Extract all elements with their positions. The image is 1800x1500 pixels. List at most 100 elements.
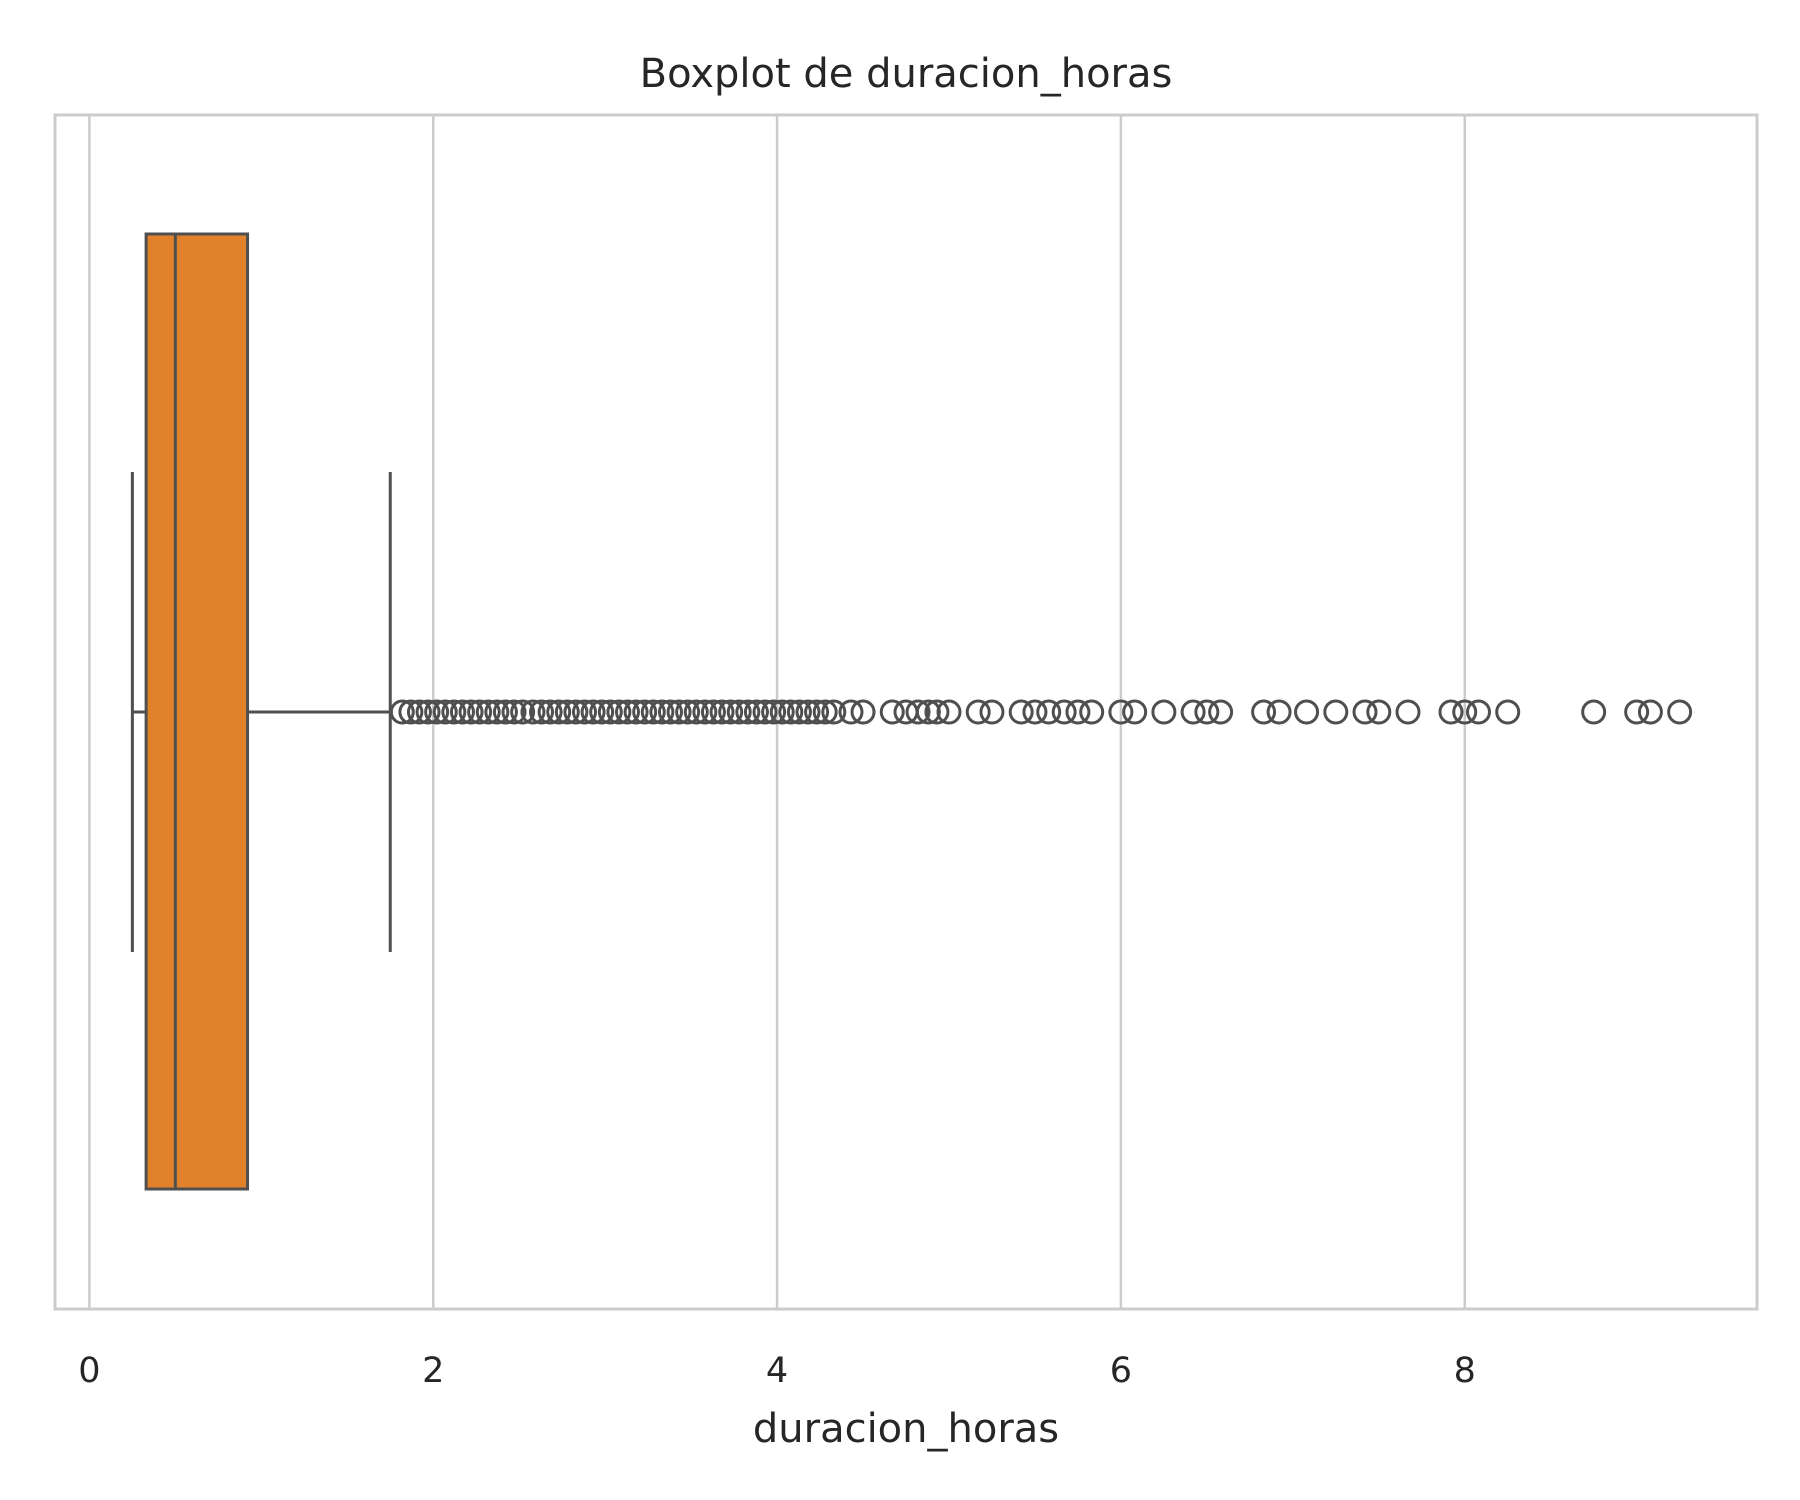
outlier-point-24 xyxy=(597,699,623,725)
outlier-point-81 xyxy=(1452,699,1478,725)
x-axis-label: duracion_horas xyxy=(753,1406,1059,1452)
outlier-point-52 xyxy=(850,699,876,725)
outlier-point-18 xyxy=(546,699,572,725)
outlier-point-47 xyxy=(795,699,821,725)
outlier-point-7 xyxy=(449,699,475,725)
outlier-point-79 xyxy=(1395,699,1421,725)
outlier-point-5 xyxy=(432,699,458,725)
outlier-point-9 xyxy=(467,699,493,725)
outlier-point-78 xyxy=(1366,699,1392,725)
outlier-point-38 xyxy=(718,699,744,725)
outlier-point-48 xyxy=(804,699,830,725)
outlier-point-63 xyxy=(1036,699,1062,725)
outlier-point-16 xyxy=(529,699,555,725)
outlier-point-8 xyxy=(458,699,484,725)
outlier-point-73 xyxy=(1251,699,1277,725)
outlier-point-41 xyxy=(743,699,769,725)
x-tick-label-4: 4 xyxy=(766,1351,788,1391)
outlier-point-36 xyxy=(700,699,726,725)
outlier-point-37 xyxy=(709,699,735,725)
outlier-point-51 xyxy=(838,699,864,725)
outlier-point-72 xyxy=(1208,699,1234,725)
outlier-point-65 xyxy=(1065,699,1091,725)
outlier-point-80 xyxy=(1438,699,1464,725)
outlier-point-43 xyxy=(761,699,787,725)
outlier-point-13 xyxy=(501,699,527,725)
outlier-point-64 xyxy=(1051,699,1077,725)
outlier-point-10 xyxy=(475,699,501,725)
outlier-point-22 xyxy=(580,699,606,725)
outlier-point-11 xyxy=(484,699,510,725)
outlier-point-35 xyxy=(692,699,718,725)
outlier-point-59 xyxy=(965,699,991,725)
outlier-point-66 xyxy=(1079,699,1105,725)
outlier-point-20 xyxy=(563,699,589,725)
outlier-point-25 xyxy=(606,699,632,725)
x-tick-label-2: 2 xyxy=(422,1351,444,1391)
outlier-point-33 xyxy=(675,699,701,725)
outlier-point-50 xyxy=(821,699,847,725)
outlier-point-58 xyxy=(936,699,962,725)
outlier-point-4 xyxy=(424,699,450,725)
outlier-point-3 xyxy=(415,699,441,725)
outlier-point-82 xyxy=(1465,699,1491,725)
outlier-point-62 xyxy=(1022,699,1048,725)
outlier-point-0 xyxy=(389,699,415,725)
outlier-point-60 xyxy=(979,699,1005,725)
outlier-point-74 xyxy=(1266,699,1292,725)
outlier-point-15 xyxy=(520,699,546,725)
outlier-point-70 xyxy=(1180,699,1206,725)
outlier-point-14 xyxy=(510,699,536,725)
box-and-whiskers xyxy=(130,232,392,1191)
outlier-point-39 xyxy=(726,699,752,725)
outlier-point-42 xyxy=(752,699,778,725)
outlier-point-31 xyxy=(657,699,683,725)
outlier-point-21 xyxy=(572,699,598,725)
outlier-point-12 xyxy=(492,699,518,725)
outlier-point-1 xyxy=(398,699,424,725)
outlier-point-27 xyxy=(623,699,649,725)
outlier-point-57 xyxy=(924,699,950,725)
iqr-box xyxy=(144,232,250,1191)
outlier-point-23 xyxy=(589,699,615,725)
outlier-point-44 xyxy=(769,699,795,725)
outlier-point-49 xyxy=(812,699,838,725)
outlier-point-68 xyxy=(1122,699,1148,725)
x-tick-label-8: 8 xyxy=(1454,1351,1476,1391)
outlier-point-40 xyxy=(735,699,761,725)
outlier-point-86 xyxy=(1637,699,1663,725)
outlier-point-46 xyxy=(786,699,812,725)
outlier-point-69 xyxy=(1151,699,1177,725)
x-tick-label-0: 0 xyxy=(78,1351,100,1391)
outlier-point-75 xyxy=(1294,699,1320,725)
outlier-point-76 xyxy=(1323,699,1349,725)
plot-frame xyxy=(53,113,1759,1311)
outlier-point-28 xyxy=(632,699,658,725)
x-tick-label-6: 6 xyxy=(1110,1351,1132,1391)
x-tick-labels: 0 2 4 6 8 xyxy=(78,1351,1476,1391)
outlier-point-19 xyxy=(554,699,580,725)
outlier-point-55 xyxy=(905,699,931,725)
outlier-point-29 xyxy=(640,699,666,725)
outlier-points xyxy=(389,699,1693,725)
outlier-point-71 xyxy=(1194,699,1220,725)
outlier-point-87 xyxy=(1667,699,1693,725)
outlier-point-77 xyxy=(1352,699,1378,725)
outlier-point-26 xyxy=(614,699,640,725)
outlier-point-53 xyxy=(879,699,905,725)
outlier-point-34 xyxy=(683,699,709,725)
outlier-point-45 xyxy=(778,699,804,725)
outlier-point-84 xyxy=(1581,699,1607,725)
outlier-point-2 xyxy=(406,699,432,725)
outlier-point-67 xyxy=(1108,699,1134,725)
outlier-point-85 xyxy=(1624,699,1650,725)
outlier-point-30 xyxy=(649,699,675,725)
outlier-point-6 xyxy=(441,699,467,725)
outlier-point-32 xyxy=(666,699,692,725)
outlier-point-61 xyxy=(1008,699,1034,725)
chart-title: Boxplot de duracion_horas xyxy=(640,51,1173,97)
outlier-point-17 xyxy=(537,699,563,725)
outlier-point-83 xyxy=(1495,699,1521,725)
